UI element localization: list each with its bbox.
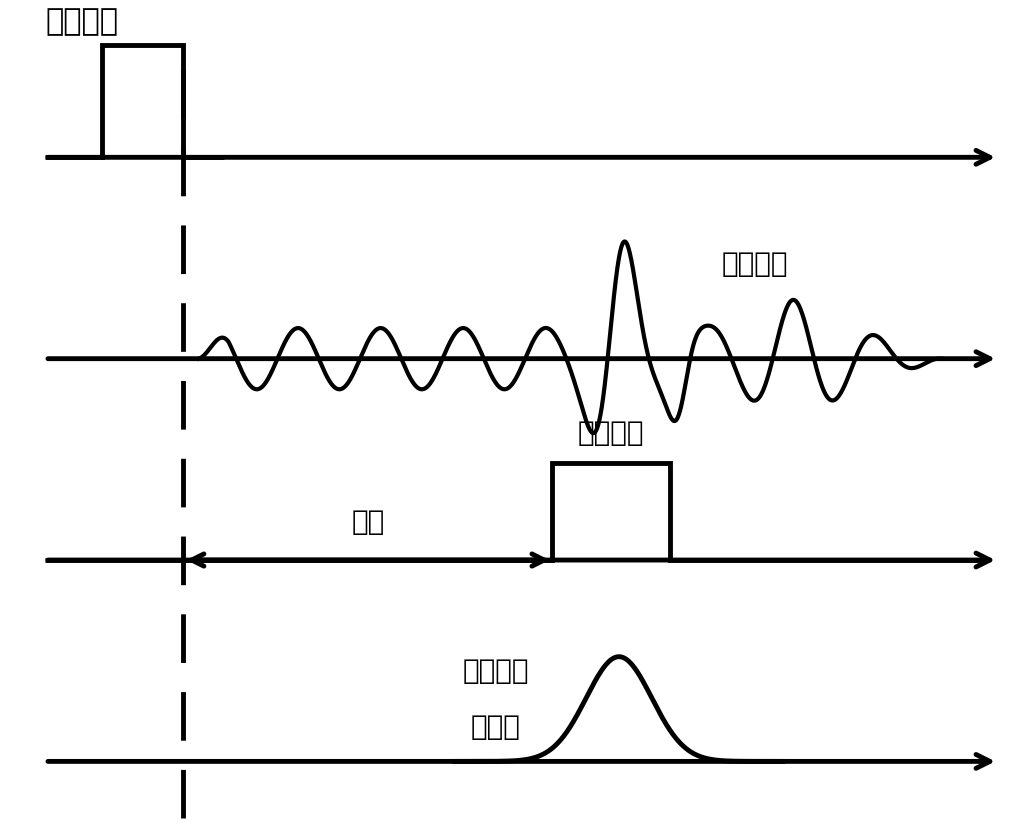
Text: 滤波处理: 滤波处理	[463, 657, 529, 685]
Text: 延时: 延时	[351, 508, 384, 536]
Text: 后波形: 后波形	[471, 713, 521, 741]
Text: 目标反射: 目标反射	[721, 250, 788, 278]
Text: 发射脉冲: 发射脉冲	[45, 7, 118, 37]
Text: 接收脉冲: 接收脉冲	[578, 419, 645, 447]
